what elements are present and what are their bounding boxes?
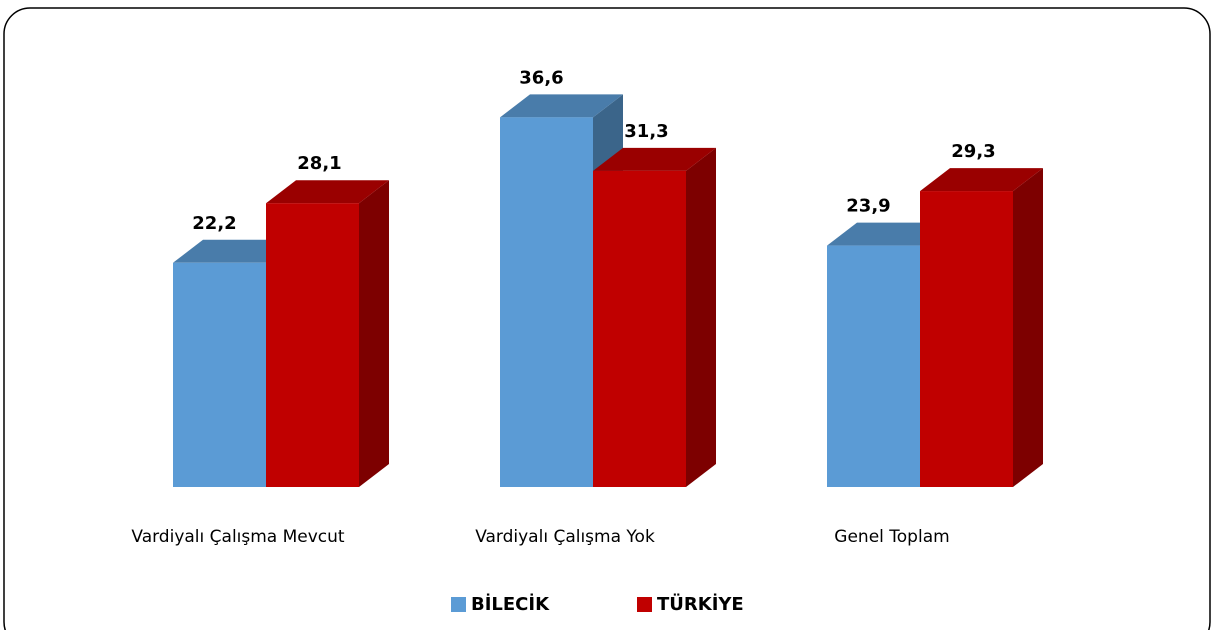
category-label: Vardiyalı Çalışma Yok [475,527,655,547]
category-label: Vardiyalı Çalışma Mevcut [131,527,345,547]
value-label: 23,9 [846,196,890,217]
bar [593,170,686,487]
bar-top [827,222,950,246]
bar-side [1013,168,1043,487]
legend-label: TÜRKİYE [657,593,744,615]
value-label: 36,6 [519,67,563,88]
category-label: Genel Toplam [834,527,949,547]
legend-swatch [637,597,652,612]
bar-top [500,94,623,118]
bar-top [266,180,389,204]
bar [266,203,359,487]
value-label: 22,2 [192,213,236,234]
legend-swatch [451,597,466,612]
legend-label: BİLECİK [471,593,550,615]
bar-top [173,239,296,263]
bar [920,191,1013,487]
bar-side [359,180,389,487]
bar [827,245,920,487]
bar-top [593,147,716,171]
value-label: 31,3 [624,121,668,142]
bar-top [920,168,1043,192]
bar [173,262,266,487]
bar [500,117,593,487]
value-label: 28,1 [297,153,341,174]
bar-side [686,147,716,487]
value-label: 29,3 [951,141,995,162]
